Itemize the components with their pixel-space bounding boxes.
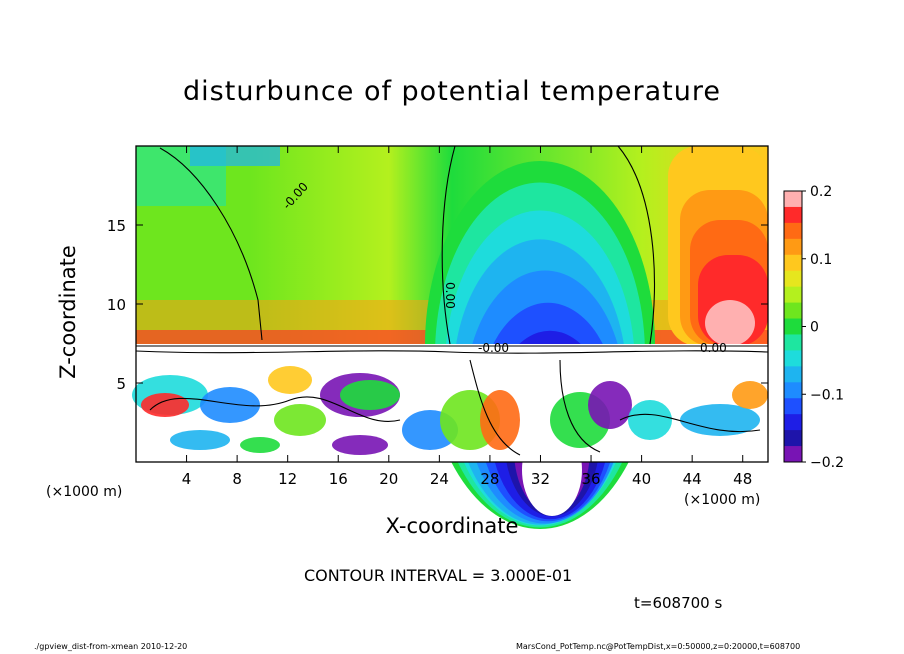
colorbar-tick-label: 0: [810, 320, 819, 336]
colorbar-swatch: [784, 206, 802, 224]
x-tick-label: 40: [632, 470, 651, 488]
colorbar-tick-label: −0.2: [810, 455, 844, 471]
colorbar: 0.2 0.1 0 −0.1 −0.2: [783, 184, 844, 471]
turbulent-blob-11: [588, 381, 632, 429]
x-tick-label: 36: [581, 470, 600, 488]
colorbar-swatch: [784, 398, 802, 415]
turbulent-blob-3: [268, 366, 312, 394]
colorbar-swatch: [784, 366, 802, 383]
x-unit-label-left: (×1000 m): [46, 484, 123, 500]
contour-line-1: [441, 145, 456, 345]
turbulent-blob-1: [141, 393, 189, 417]
x-tick-label: 32: [531, 470, 550, 488]
inversion-line: [136, 344, 768, 350]
x-tick-label: 12: [278, 470, 297, 488]
x-tick-label: 4: [182, 470, 192, 488]
contour-line-7: [619, 413, 761, 433]
turbulent-blob-4: [274, 404, 326, 436]
colorbar-swatch: [784, 382, 802, 399]
contour-label: 0.00: [700, 341, 727, 355]
contour-label: -0.00: [478, 341, 509, 355]
colorbar-swatch: [784, 238, 802, 256]
contour-line-0: [159, 147, 263, 341]
warm-dome-4: [705, 300, 755, 346]
turbulent-blob-12: [628, 400, 672, 440]
contour-label: 0.00: [443, 282, 457, 309]
turbulent-blob-17: [170, 430, 230, 450]
colorbar-swatch: [784, 446, 802, 463]
y-axis-label: Z-coordinate: [56, 245, 80, 379]
y-tick-label: 15: [107, 217, 126, 235]
contour-interval-label: CONTOUR INTERVAL = 3.000E-01: [304, 566, 573, 585]
y-axis: 5 10 15: [107, 217, 768, 393]
colorbar-swatch: [784, 254, 802, 272]
turbulent-blob-6: [340, 380, 400, 410]
footer-right: MarsCond_PotTemp.nc@PotTempDist,x=0:5000…: [516, 642, 801, 651]
x-tick-label: 28: [480, 470, 499, 488]
turbulent-blob-13: [680, 404, 760, 436]
contour-line-2: [617, 145, 656, 345]
colorbar-swatch: [784, 318, 802, 335]
turbulent-blob-15: [332, 435, 388, 455]
colorbar-swatch: [784, 350, 802, 367]
turbulent-blob-9: [480, 390, 520, 450]
y-tick-label: 5: [116, 375, 126, 393]
turbulent-blob-2: [200, 387, 260, 423]
x-tick-label: 48: [733, 470, 752, 488]
x-axis: 4 8 12 16 20 24 28 32 36 40 44 48: [182, 146, 752, 488]
x-unit-label-right: (×1000 m): [684, 492, 761, 508]
x-tick-label: 8: [232, 470, 242, 488]
colorbar-swatch: [784, 270, 802, 288]
x-tick-label: 20: [379, 470, 398, 488]
y-tick-label: 10: [107, 296, 126, 314]
x-axis-label: X-coordinate: [385, 514, 519, 538]
contour-line-4: [135, 350, 769, 354]
contour-lines: [135, 145, 769, 456]
colorbar-swatch: [784, 191, 802, 208]
colorbar-swatch: [784, 302, 802, 320]
x-tick-label: 24: [430, 470, 449, 488]
turbulent-blob-14: [732, 381, 768, 409]
contour-line-5: [469, 359, 601, 456]
time-label: t=608700 s: [634, 594, 723, 612]
x-tick-label: 44: [683, 470, 702, 488]
colorbar-tick-label: −0.1: [810, 387, 844, 403]
colorbar-swatch: [784, 334, 802, 351]
chart-title: disturbunce of potential temperature: [183, 76, 721, 107]
contour-line-6: [149, 396, 401, 422]
top-cool-patch: [190, 146, 280, 166]
colorbar-tick-label: 0.1: [810, 252, 832, 268]
colorbar-swatch: [784, 414, 802, 431]
potential-temperature-field: [132, 146, 768, 529]
colorbar-swatch: [784, 222, 802, 240]
colorbar-swatch: [784, 286, 802, 304]
footer-left: ./gpview_dist-from-xmean 2010-12-20: [34, 642, 188, 651]
colorbar-tick-label: 0.2: [810, 184, 832, 200]
colorbar-swatch: [784, 430, 802, 447]
turbulent-blob-16: [240, 437, 280, 453]
x-tick-label: 16: [329, 470, 348, 488]
